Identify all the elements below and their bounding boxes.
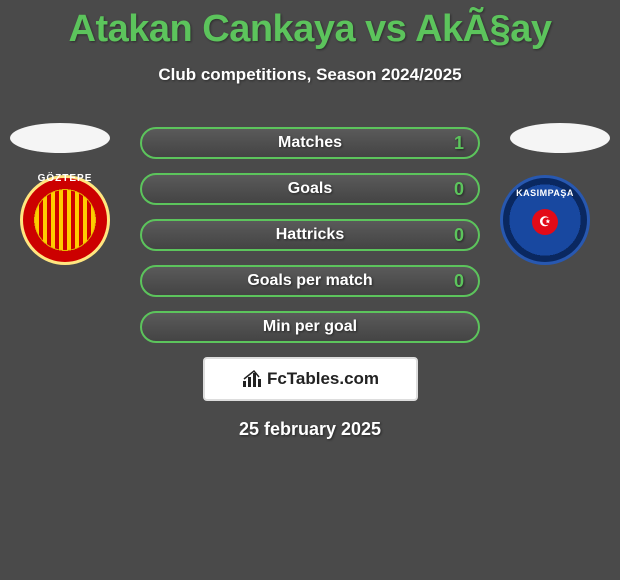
stat-row-goals: Goals 0 bbox=[140, 173, 480, 205]
date-text: 25 february 2025 bbox=[0, 419, 620, 440]
stat-label: Hattricks bbox=[276, 226, 344, 244]
stat-label: Goals per match bbox=[247, 272, 372, 290]
stat-right-value: 0 bbox=[454, 179, 464, 200]
brand-text: FcTables.com bbox=[267, 369, 379, 389]
stat-right-value: 1 bbox=[454, 133, 464, 154]
page-title: Atakan Cankaya vs AkÃ§ay bbox=[0, 0, 620, 51]
stat-right-value: 0 bbox=[454, 271, 464, 292]
stats-container: Matches 1 Goals 0 Hattricks 0 Goals per … bbox=[0, 127, 620, 343]
brand-box[interactable]: FcTables.com bbox=[203, 357, 418, 401]
stat-row-matches: Matches 1 bbox=[140, 127, 480, 159]
stat-label: Matches bbox=[278, 134, 342, 152]
stat-right-value: 0 bbox=[454, 225, 464, 246]
stat-label: Goals bbox=[288, 180, 332, 198]
stat-row-min-per-goal: Min per goal bbox=[140, 311, 480, 343]
subtitle: Club competitions, Season 2024/2025 bbox=[0, 65, 620, 85]
bar-chart-icon bbox=[241, 369, 263, 389]
stat-row-hattricks: Hattricks 0 bbox=[140, 219, 480, 251]
stat-label: Min per goal bbox=[263, 318, 357, 336]
stat-row-goals-per-match: Goals per match 0 bbox=[140, 265, 480, 297]
